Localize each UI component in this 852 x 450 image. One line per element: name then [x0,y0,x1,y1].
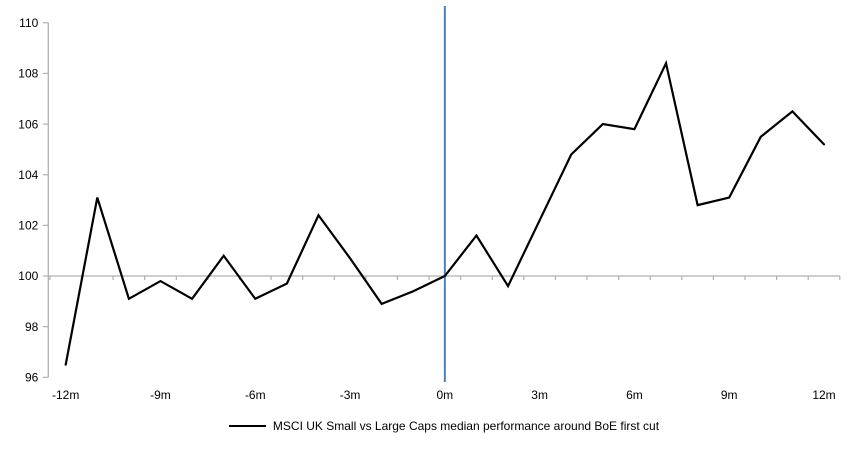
series-line [64,59,826,366]
x-axis-tick-label: 6m [626,388,643,402]
x-axis-tick-label: -3m [340,388,361,402]
y-axis-tick-label: 102 [18,219,38,233]
x-axis-tick-label: 0m [437,388,454,402]
y-axis-tick-label: 108 [18,67,38,81]
legend: MSCI UK Small vs Large Caps median perfo… [48,417,840,435]
x-axis-tick-label: -9m [150,388,171,402]
y-axis-tick-label: 100 [18,269,38,283]
x-axis-tick-label: -12m [52,388,79,402]
y-axis-tick-label: 106 [18,117,38,131]
legend-line-sample [228,425,266,427]
x-axis-tick-label: -6m [245,388,266,402]
legend-label: MSCI UK Small vs Large Caps median perfo… [272,419,660,433]
x-axis-tick-label: 3m [531,388,548,402]
y-axis-tick-label: 104 [18,168,38,182]
y-axis-tick-label: 98 [25,320,39,334]
y-axis-tick-label: 96 [25,371,39,385]
y-axis-tick-label: 110 [19,16,38,30]
x-axis-tick-label: 12m [812,388,835,402]
x-axis-tick-label: 9m [721,388,738,402]
